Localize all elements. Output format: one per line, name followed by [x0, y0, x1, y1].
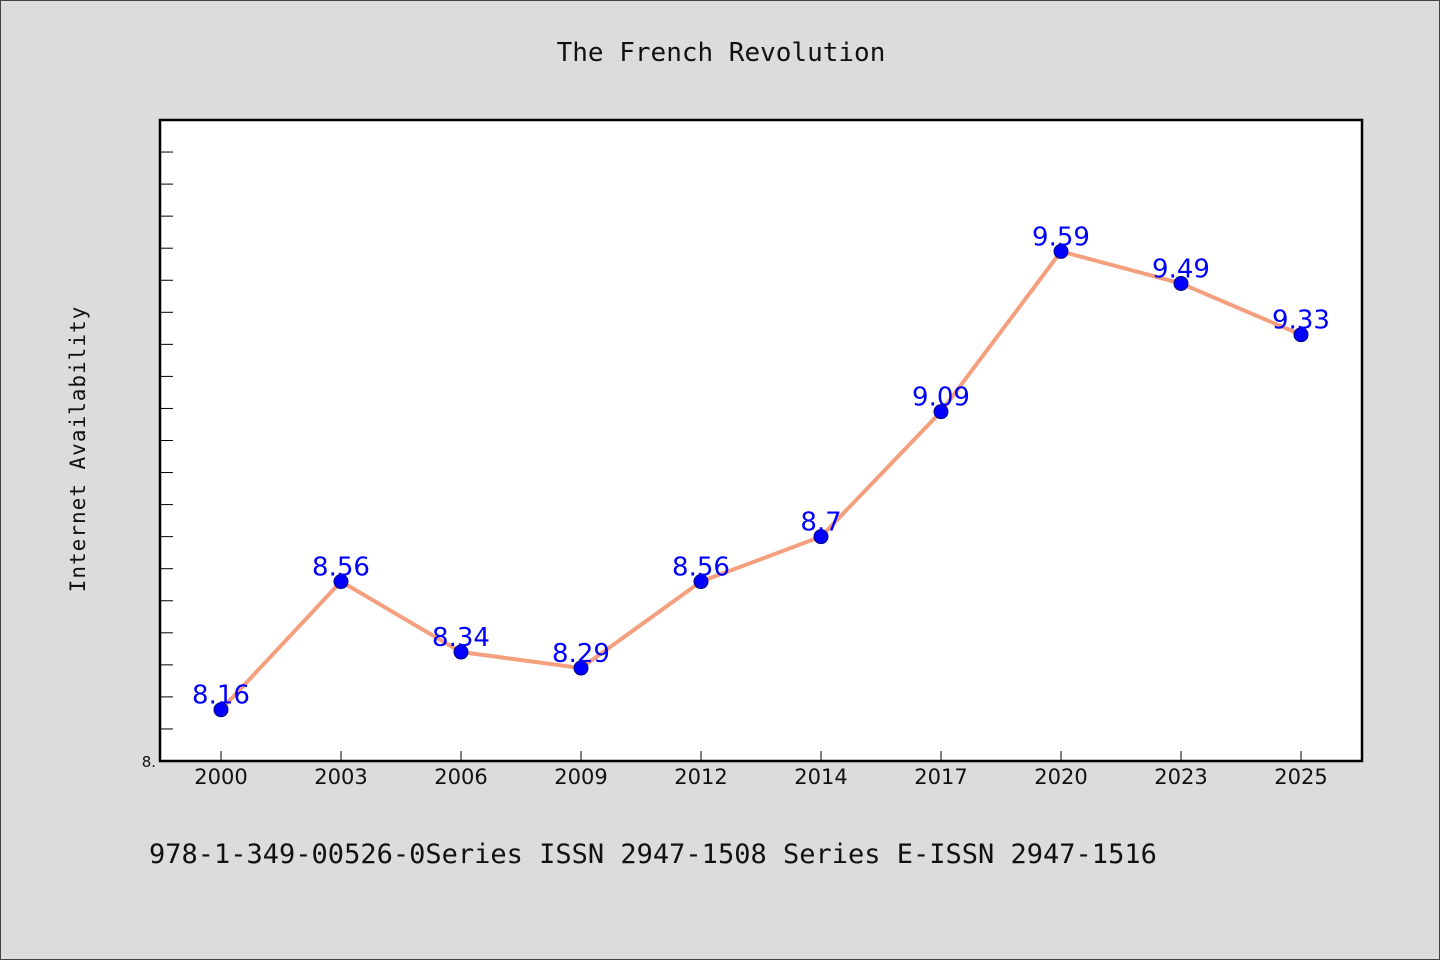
y-axis-label: Internet Availability — [66, 306, 90, 593]
data-label: 8.56 — [312, 553, 370, 583]
footer-text: 978-1-349-00526-0Series ISSN 2947-1508 S… — [149, 839, 1157, 870]
x-tick-label: 2003 — [314, 765, 367, 789]
data-label: 8.56 — [672, 553, 730, 583]
x-tick-label: 2023 — [1154, 765, 1207, 789]
y-tick-label: 8. — [142, 753, 156, 771]
x-axis-ticks: 2000 2003 2006 2009 2012 2014 2017 2020 2023 2025 — [194, 751, 1328, 789]
data-label: 9.49 — [1152, 254, 1210, 284]
x-tick-label: 2025 — [1274, 765, 1327, 789]
data-label: 8.29 — [552, 639, 610, 669]
data-label: 9.33 — [1272, 306, 1330, 336]
data-label: 8.16 — [192, 681, 250, 711]
data-label: 9.59 — [1032, 222, 1090, 252]
x-tick-label: 2006 — [434, 765, 487, 789]
y-axis-ticks — [160, 151, 173, 730]
data-label: 8.34 — [432, 623, 490, 653]
data-label: 9.09 — [912, 383, 970, 413]
data-point — [213, 702, 229, 718]
x-tick-label: 2000 — [194, 765, 247, 789]
x-tick-label: 2009 — [554, 765, 607, 789]
data-point — [1293, 327, 1309, 343]
x-tick-label: 2012 — [674, 765, 727, 789]
x-tick-label: 2017 — [914, 765, 967, 789]
x-tick-label: 2020 — [1034, 765, 1087, 789]
data-label: 8.7 — [800, 508, 841, 538]
data-point — [693, 574, 709, 590]
data-point — [333, 574, 349, 590]
series-line — [219, 249, 1303, 712]
data-point — [453, 644, 469, 660]
data-point — [1173, 275, 1189, 291]
series-markers: 8.16 8.56 8.34 8.29 8.56 8.7 9.09 9.59 9.49 9.33 — [192, 222, 1330, 718]
x-tick-label: 2014 — [794, 765, 847, 789]
data-point — [933, 404, 949, 420]
chart-title: The French Revolution — [557, 38, 886, 68]
data-point — [573, 660, 589, 676]
data-point — [1053, 243, 1069, 259]
plot-area — [158, 118, 1364, 763]
data-point — [813, 529, 829, 545]
